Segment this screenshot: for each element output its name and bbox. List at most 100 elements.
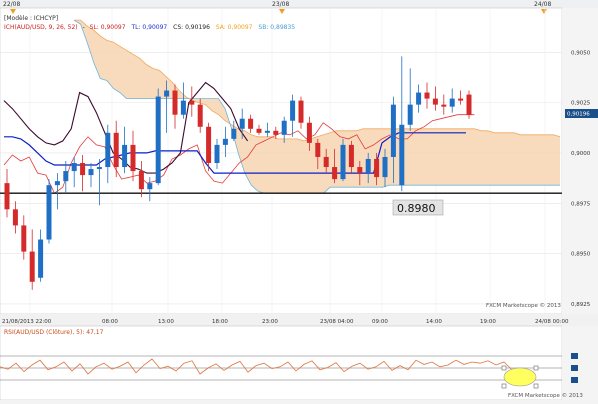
candle-body[interactable] [416,92,422,105]
candle-body[interactable] [239,118,245,129]
candle-body[interactable] [466,94,472,115]
candle-body[interactable] [306,122,312,143]
candle-body[interactable] [390,104,396,157]
current-price-label: 0,90196 [567,112,590,118]
price-tick-labels: 0,9050 0,9025 0,9000 0,8975 0,8950 0,8925 [571,50,591,308]
time-axis[interactable] [0,314,598,326]
candle-body[interactable] [4,183,10,210]
time-tick-label: 14:00 [426,319,442,325]
price-axis[interactable] [562,8,598,314]
candle-body[interactable] [458,98,464,101]
candle-body[interactable] [441,104,447,107]
watermark: FXCM Marketscope © 2013 [486,302,561,309]
resize-handle[interactable] [501,365,507,371]
price-annotation-box[interactable] [392,199,444,216]
price-tick-label: 0,8975 [571,201,591,207]
candle-body[interactable] [63,171,69,182]
legend-sb: SB: 0,89835 [258,24,295,31]
candle-body[interactable] [399,124,405,186]
candle-body[interactable] [189,100,195,105]
candle-body[interactable] [206,126,212,164]
candle-body[interactable] [348,144,354,168]
candle-body[interactable] [54,181,60,186]
candle-body[interactable] [290,100,296,121]
resize-handle[interactable] [533,365,539,371]
candle-body[interactable] [424,92,430,99]
top-date-label: 24/08 [534,1,551,8]
candle-body[interactable] [315,142,321,157]
candle-body[interactable] [113,132,119,168]
candle-body[interactable] [197,104,203,127]
rsi-axis[interactable] [562,326,598,400]
model-label: [Modèle : ICHCYP] [4,15,58,22]
candle-body[interactable] [172,90,178,115]
candle-body[interactable] [96,167,102,170]
candle-body[interactable] [264,130,270,133]
candle-body[interactable] [80,163,86,176]
selection-shape[interactable] [503,367,537,387]
price-tick-label: 0,9025 [571,101,591,107]
candle-body[interactable] [147,183,153,190]
candle-body[interactable] [105,132,111,168]
candle-body[interactable] [273,130,279,135]
candle-body[interactable] [231,128,237,139]
price-tick-label: 0,9050 [571,50,591,56]
candle-body[interactable] [374,158,380,178]
rsi-legend: RSI(AUD/USD (Clôture), 5): 47,17 [4,329,104,336]
candle-body[interactable] [12,209,18,226]
candle-body[interactable] [323,156,329,168]
resize-handle[interactable] [533,383,539,389]
candle-body[interactable] [432,98,438,105]
candle-body[interactable] [407,104,413,125]
candle-body[interactable] [365,158,371,174]
candle-body[interactable] [449,98,455,107]
candle-body[interactable] [130,144,136,172]
candle-body[interactable] [164,90,170,97]
price-tick-label: 0,8950 [571,252,591,258]
time-tick-label: 24/08 00:00 [535,319,569,325]
legend-separator: - [83,24,85,31]
candle-body[interactable] [214,144,220,164]
price-annotation[interactable]: 0.8980 [392,199,444,216]
candle-body[interactable] [29,251,35,282]
legend-cs: CS: 0,90196 [173,24,210,31]
time-tick-label: 13:00 [158,319,174,325]
date-marker-icon[interactable] [10,9,16,14]
date-marker-icon[interactable] [541,9,547,14]
candle-body[interactable] [298,100,304,123]
current-price-marker: 0,90196 [565,109,598,118]
resize-handle[interactable] [501,383,507,389]
time-tick-label: 23:00 [262,319,278,325]
indicator-legend: [Modèle : ICHCYP] ICH(AUD/USD, 9, 26, 52… [4,15,295,31]
candle-body[interactable] [88,169,94,176]
candle-body[interactable] [340,144,346,180]
candle-body[interactable] [382,156,388,178]
candle-body[interactable] [46,185,52,240]
candle-body[interactable] [180,100,186,115]
time-tick-label: 23/08 04:00 [320,319,354,325]
candle-body[interactable] [281,120,287,135]
candle-body[interactable] [256,128,262,133]
top-date-label: 23/08 [272,1,289,8]
candle-body[interactable] [155,96,161,184]
cloud-fill [74,20,560,194]
candle-body[interactable] [248,118,254,129]
candle-body[interactable] [71,163,77,172]
candle-body[interactable] [38,239,44,278]
candle-body[interactable] [332,167,338,180]
rsi-watermark: FXCM Marketscope © 2013 [508,392,583,399]
price-annotation-text: 0.8980 [397,202,436,215]
candle-body[interactable] [138,171,144,190]
candle-body[interactable] [357,167,363,174]
rsi-line [0,358,513,375]
rsi-level-marker [571,365,578,371]
candle-body[interactable] [222,138,228,145]
candlestick-series [4,56,472,290]
candle-body[interactable] [21,225,27,252]
candle-body[interactable] [122,144,128,168]
selection-ellipse[interactable] [501,365,539,389]
top-date-bar: 22/08 23/08 24/08 [3,1,551,14]
date-marker-icon[interactable] [279,9,285,14]
time-tick-label: 08:00 [102,319,118,325]
time-tick-labels: 21/08/2013 22:00 08:00 13:00 18:00 23:00 23/0… [2,319,569,325]
